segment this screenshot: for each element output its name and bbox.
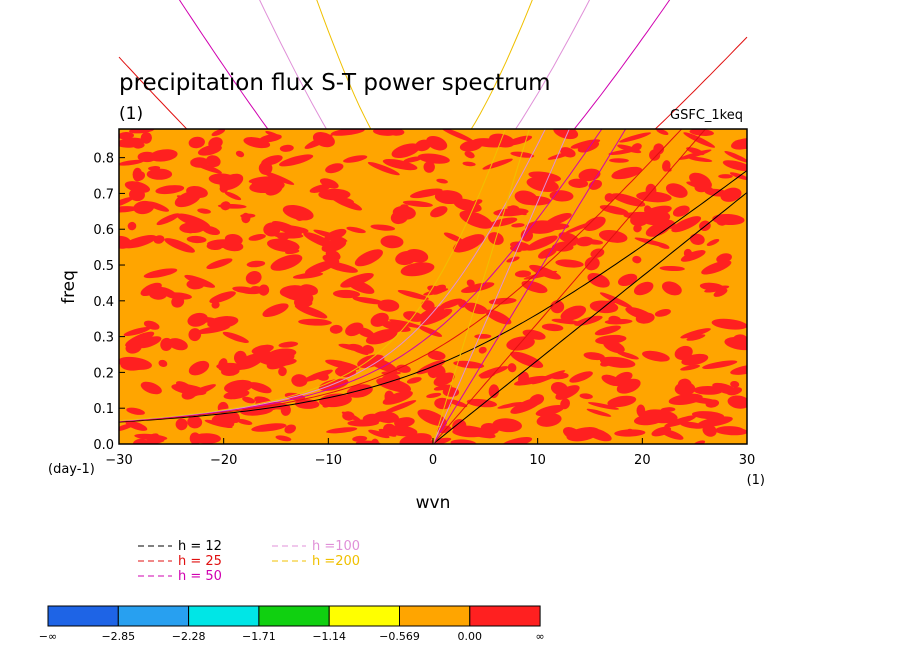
source-label: GSFC_1keq — [670, 108, 743, 123]
legend-entry: h = 50 — [178, 569, 222, 584]
y-tick-label: 0.6 — [93, 223, 114, 238]
colorbar-label: ∞ — [536, 630, 545, 643]
x-tick-label: −10 — [315, 453, 342, 468]
legend-entry: h =200 — [312, 554, 360, 569]
y-axis: 0.0 0.1 0.2 0.3 0.4 0.5 0.6 0.7 0.8 — [93, 152, 125, 453]
colorbar-swatch — [117, 605, 190, 627]
colorbar-swatch — [399, 605, 471, 627]
y-tick-label: 0.3 — [93, 331, 114, 346]
legend-entry: h = 25 — [178, 554, 222, 569]
dispersion-curve-h100 — [119, 129, 546, 422]
legend-entry: h =100 — [312, 539, 360, 554]
y-tick-label: 0.1 — [93, 402, 114, 417]
y-tick-label: 0.0 — [93, 438, 114, 453]
y-tick-label: 0.2 — [93, 366, 114, 381]
y-tick-label: 0.4 — [93, 295, 114, 310]
dispersion-curve-h12 — [119, 192, 747, 444]
dispersion-curve-h25 — [119, 129, 683, 422]
colorbar-swatch — [328, 605, 401, 627]
x-axis: −30 −20 −10 0 10 20 30 — [105, 438, 755, 468]
colorbar-label: −1.71 — [242, 630, 276, 643]
chart-title: precipitation flux S-T power spectrum — [119, 70, 551, 96]
dispersion-curve-h200 — [119, 129, 507, 422]
colorbar-label: −2.85 — [101, 630, 135, 643]
x-tick-label: −20 — [210, 453, 237, 468]
colorbar-label: −1.14 — [312, 630, 346, 643]
dispersion-curves — [119, 129, 747, 444]
colorbar-swatch — [469, 605, 541, 627]
plot-area: 0.0 0.1 0.2 0.3 0.4 0.5 0.6 0.7 0.8 −30 −20 −10 0 10… — [93, 128, 755, 468]
y-tick-label: 0.5 — [93, 259, 114, 274]
x-axis-label: wvn — [416, 493, 451, 513]
colorbar-label: 0.00 — [458, 630, 483, 643]
chart-subtitle: (1) — [119, 104, 143, 124]
colorbar-swatch — [47, 605, 119, 627]
dispersion-curve-h25 — [119, 129, 707, 444]
legend-entry: h = 12 — [178, 539, 222, 554]
colorbar-label: −0.569 — [379, 630, 420, 643]
dispersion-curve-h50 — [119, 129, 603, 422]
colorbar-swatch — [258, 605, 330, 627]
colorbar-label: −∞ — [39, 630, 57, 643]
x-tick-label: 10 — [529, 453, 546, 468]
colorbar: −∞ −2.85 −2.28 −1.71 −1.14 −0.569 0.00 ∞ — [39, 605, 545, 643]
x-tick-label: 0 — [429, 453, 437, 468]
y-unit-label: (day-1) — [48, 462, 95, 477]
y-axis-label: freq — [59, 270, 79, 304]
colorbar-swatch — [188, 605, 260, 627]
y-tick-label: 0.8 — [93, 152, 114, 167]
x-tick-label: 20 — [634, 453, 651, 468]
x-tick-label: 30 — [739, 453, 756, 468]
dispersion-curve-h12 — [119, 170, 747, 423]
y-tick-label: 0.7 — [93, 187, 114, 202]
x-tick-label: −30 — [105, 453, 132, 468]
x-unit-label: (1) — [747, 473, 765, 488]
colorbar-label: −2.28 — [172, 630, 206, 643]
